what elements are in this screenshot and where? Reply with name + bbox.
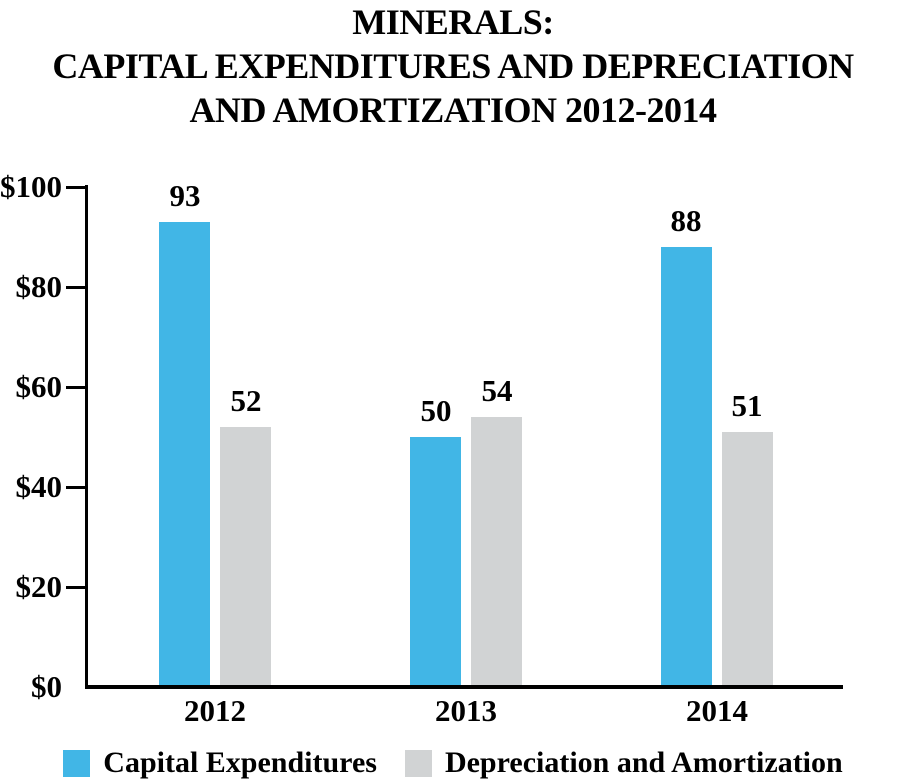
y-tick-line bbox=[66, 186, 86, 189]
y-tick-label: $60 bbox=[15, 369, 63, 404]
legend-item-capital-expenditures: Capital Expenditures bbox=[63, 747, 377, 779]
legend: Capital Expenditures Depreciation and Am… bbox=[0, 747, 906, 779]
bar-2013-capital-expenditures bbox=[410, 437, 461, 687]
capital-expenditures-swatch-icon bbox=[63, 749, 91, 777]
x-axis-line bbox=[85, 685, 843, 689]
y-tick-label: $80 bbox=[15, 269, 63, 304]
bar-2014-depreciation-and-amortization bbox=[722, 432, 773, 687]
y-tick-label: $100 bbox=[0, 169, 62, 204]
y-tick-label: $40 bbox=[15, 469, 63, 504]
bar-2012-capital-expenditures bbox=[159, 222, 210, 687]
bar-value-label: 54 bbox=[481, 373, 513, 408]
y-tick-label: $0 bbox=[31, 669, 62, 704]
bar-value-label: 88 bbox=[670, 203, 702, 238]
depreciation-amortization-swatch-icon bbox=[404, 749, 432, 777]
bar-2014-capital-expenditures bbox=[661, 247, 712, 687]
chart-title-line-1: MINERALS: bbox=[352, 2, 554, 42]
y-tick-label: $20 bbox=[15, 569, 63, 604]
chart-title-line-2: CAPITAL EXPENDITURES AND DEPRECIATION bbox=[52, 46, 854, 86]
legend-label-capital-expenditures: Capital Expenditures bbox=[103, 746, 377, 779]
chart-title: MINERALS: CAPITAL EXPENDITURES AND DEPRE… bbox=[0, 0, 906, 132]
bar-2012-depreciation-and-amortization bbox=[220, 427, 271, 687]
y-tick-line bbox=[66, 486, 86, 489]
bar-value-label: 50 bbox=[420, 393, 452, 428]
y-tick-line bbox=[66, 286, 86, 289]
bar-value-label: 52 bbox=[230, 383, 262, 418]
y-axis-line bbox=[85, 185, 88, 689]
bar-value-label: 93 bbox=[169, 178, 201, 213]
legend-item-depreciation-amortization: Depreciation and Amortization bbox=[404, 746, 843, 779]
bar-2013-depreciation-and-amortization bbox=[471, 417, 522, 687]
y-tick-line bbox=[66, 586, 86, 589]
bar-value-label: 51 bbox=[731, 388, 763, 423]
chart-title-line-3: AND AMORTIZATION 2012-2014 bbox=[189, 90, 717, 130]
x-axis-label-2013: 2013 bbox=[435, 693, 497, 728]
legend-label-depreciation-amortization: Depreciation and Amortization bbox=[444, 746, 843, 779]
x-axis-label-2012: 2012 bbox=[184, 693, 246, 728]
y-tick-line bbox=[66, 386, 86, 389]
x-axis-label-2014: 2014 bbox=[686, 693, 748, 728]
